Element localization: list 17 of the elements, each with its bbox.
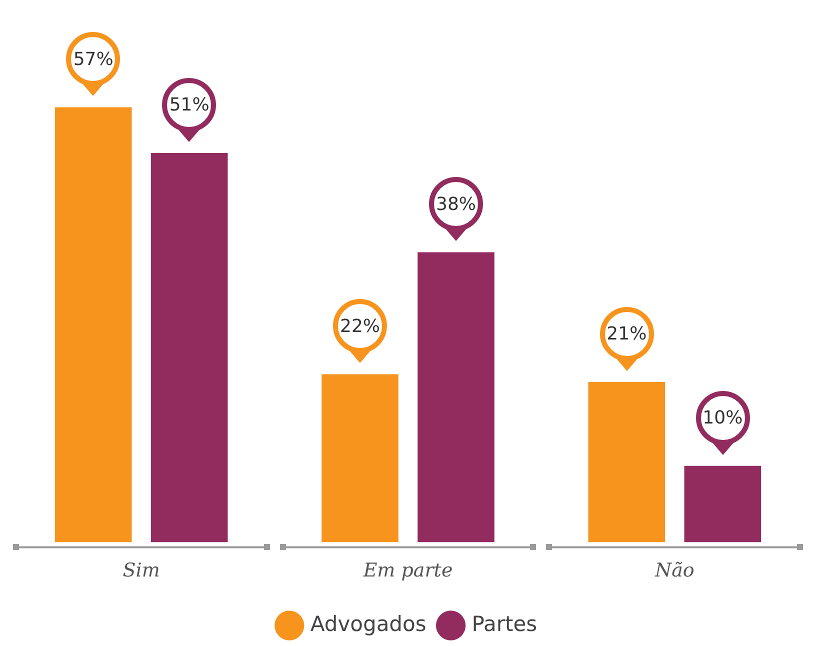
x-tick-label: Sim [122, 560, 160, 582]
bar [54, 107, 132, 542]
data-label: 21% [606, 324, 647, 345]
bar [150, 152, 228, 542]
data-label: 22% [340, 316, 380, 337]
bar [322, 374, 398, 542]
legend-label: Advogados [310, 612, 426, 636]
legend-label: Partes [472, 612, 538, 636]
bar [418, 252, 494, 542]
x-tick-label: Em parte [362, 560, 453, 582]
x-tick-label: Não [654, 560, 694, 582]
data-label: 51% [169, 94, 210, 116]
data-label: 10% [702, 408, 743, 429]
data-label: 38% [436, 194, 476, 215]
bar [684, 466, 762, 542]
bar [588, 382, 666, 542]
data-label: 57% [73, 48, 114, 70]
